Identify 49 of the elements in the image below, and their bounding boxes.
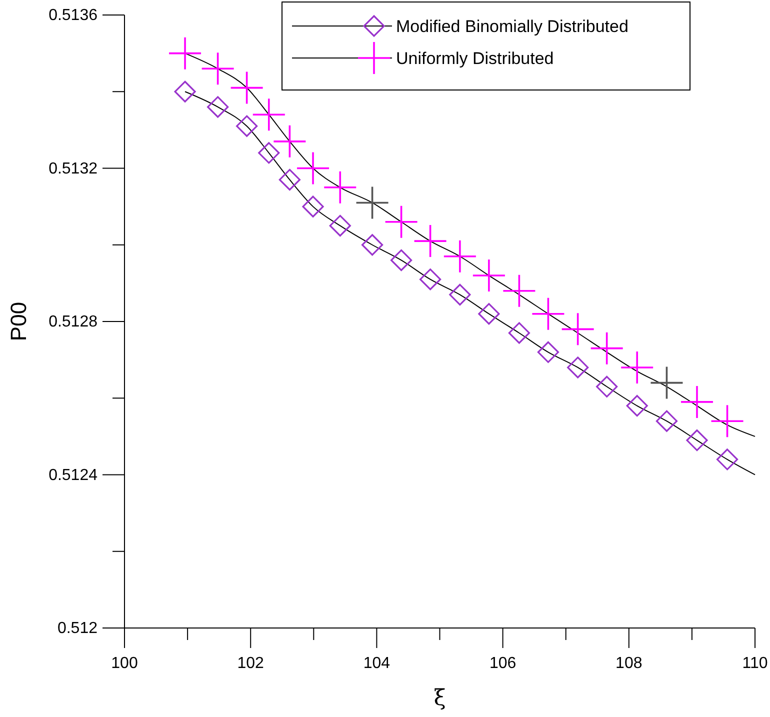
point xyxy=(329,214,351,237)
point xyxy=(711,405,744,438)
point xyxy=(716,448,738,470)
point xyxy=(537,341,559,363)
x-axis-title: ξ xyxy=(434,686,446,711)
point xyxy=(656,410,678,432)
point xyxy=(385,206,418,238)
point xyxy=(444,240,476,272)
y-axis-title: P00 xyxy=(6,302,31,342)
point xyxy=(361,234,384,256)
point xyxy=(252,98,285,131)
point xyxy=(680,386,713,418)
y-tick-label: 0.5128 xyxy=(48,314,98,330)
point xyxy=(297,152,330,184)
point xyxy=(686,429,708,452)
x-tick-label: 108 xyxy=(616,655,642,672)
point xyxy=(508,322,530,344)
point xyxy=(478,303,500,325)
x-tick-label: 110 xyxy=(742,655,768,672)
point xyxy=(202,52,234,85)
legend-label: Modified Binomially Distributed xyxy=(396,17,628,36)
point xyxy=(236,115,258,137)
point xyxy=(324,171,356,204)
x-tick-label: 100 xyxy=(111,655,138,672)
point xyxy=(626,394,648,417)
y-tick-label: 0.5136 xyxy=(48,7,98,24)
point xyxy=(390,249,412,271)
point xyxy=(302,196,324,218)
point xyxy=(567,356,589,378)
y-tick-label: 0.5124 xyxy=(48,466,98,484)
legend-label: Uniformly Distributed xyxy=(396,49,554,68)
point xyxy=(472,260,505,292)
x-tick-label: 106 xyxy=(489,655,516,672)
x-tick-label: 102 xyxy=(237,655,264,672)
point xyxy=(169,37,202,70)
point xyxy=(207,96,229,118)
x-tick-label: 104 xyxy=(363,655,390,672)
y-tick-label: 0.512 xyxy=(57,620,98,637)
point xyxy=(414,225,446,258)
y-tick-label: 0.5132 xyxy=(48,160,98,178)
point xyxy=(503,274,536,307)
point xyxy=(419,268,442,290)
point xyxy=(596,376,618,398)
point xyxy=(274,125,306,158)
point xyxy=(278,168,300,191)
point xyxy=(258,142,280,164)
point xyxy=(174,80,196,102)
point xyxy=(449,284,471,306)
point xyxy=(621,351,654,384)
